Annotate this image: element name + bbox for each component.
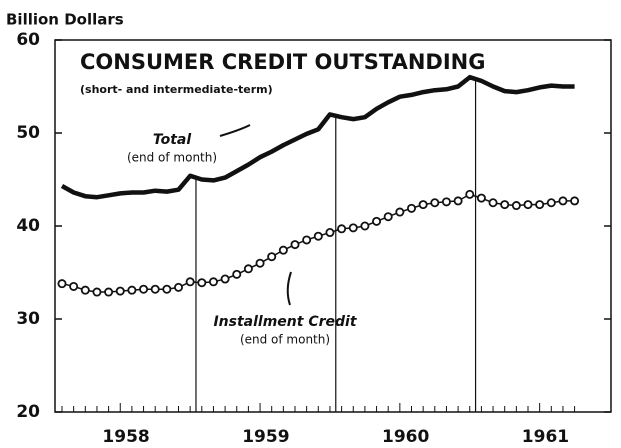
x-tick-label: 1959 xyxy=(242,427,289,447)
installment-point xyxy=(360,221,370,231)
installment-point xyxy=(278,245,288,255)
installment-point xyxy=(337,224,347,234)
installment-point xyxy=(162,284,172,294)
y-tick-label: 20 xyxy=(16,402,40,422)
installment-point xyxy=(127,285,137,295)
installment-point xyxy=(150,284,160,294)
installment-point xyxy=(383,212,393,222)
annotation: Installment Credit xyxy=(213,314,357,330)
installment-point xyxy=(243,264,253,274)
installment-point xyxy=(302,235,312,245)
total-line xyxy=(60,74,575,200)
installment-point xyxy=(197,278,207,288)
annotation-arrow xyxy=(286,271,292,306)
installment-point xyxy=(465,189,475,199)
chart-subtitle: (short- and intermediate-term) xyxy=(80,83,273,96)
annotation: (end of month) xyxy=(240,333,330,347)
installment-point xyxy=(220,274,230,284)
installment-point xyxy=(313,231,323,241)
installment-point xyxy=(115,286,125,296)
installment-point xyxy=(546,198,556,208)
installment-point xyxy=(348,223,358,233)
annotation: Total xyxy=(153,132,192,148)
installment-point xyxy=(395,207,405,217)
x-tick-label: 1960 xyxy=(382,427,429,447)
installment-point xyxy=(208,277,218,287)
y-tick-label: 50 xyxy=(16,123,40,143)
installment-point xyxy=(570,196,580,206)
installment-point xyxy=(500,200,510,210)
installment-point xyxy=(430,198,440,208)
installment-point xyxy=(406,203,416,213)
installment-point xyxy=(69,281,79,291)
installment-point xyxy=(255,258,265,268)
installment-point xyxy=(476,193,486,203)
y-tick-label: 40 xyxy=(16,216,40,236)
x-tick-label: 1958 xyxy=(102,427,149,447)
installment-point xyxy=(453,196,463,206)
installment-point xyxy=(488,198,498,208)
installment-point xyxy=(372,216,382,226)
installment-point xyxy=(523,200,533,210)
installment-point xyxy=(535,200,545,210)
installment-point xyxy=(290,240,300,250)
y-tick-label: 30 xyxy=(16,309,40,329)
installment-point xyxy=(325,228,335,238)
installment-point xyxy=(80,285,90,295)
installment-point xyxy=(173,282,183,292)
installment-point xyxy=(57,279,67,289)
installment-point xyxy=(232,269,242,279)
x-tick-label: 1961 xyxy=(522,427,569,447)
y-axis-label: Billion Dollars xyxy=(6,11,124,29)
installment-point xyxy=(418,200,428,210)
annotation: (end of month) xyxy=(127,151,217,165)
installment-line xyxy=(61,193,575,293)
installment-point xyxy=(558,196,568,206)
y-tick-label: 60 xyxy=(16,30,40,50)
installment-point xyxy=(92,287,102,297)
installment-point xyxy=(139,284,149,294)
installment-point xyxy=(441,197,451,207)
chart-title: CONSUMER CREDIT OUTSTANDING xyxy=(80,50,485,74)
annotation-arrow xyxy=(219,124,251,137)
installment-point xyxy=(185,277,195,287)
installment-point xyxy=(511,201,521,211)
installment-point xyxy=(104,287,114,297)
installment-point xyxy=(267,252,277,262)
